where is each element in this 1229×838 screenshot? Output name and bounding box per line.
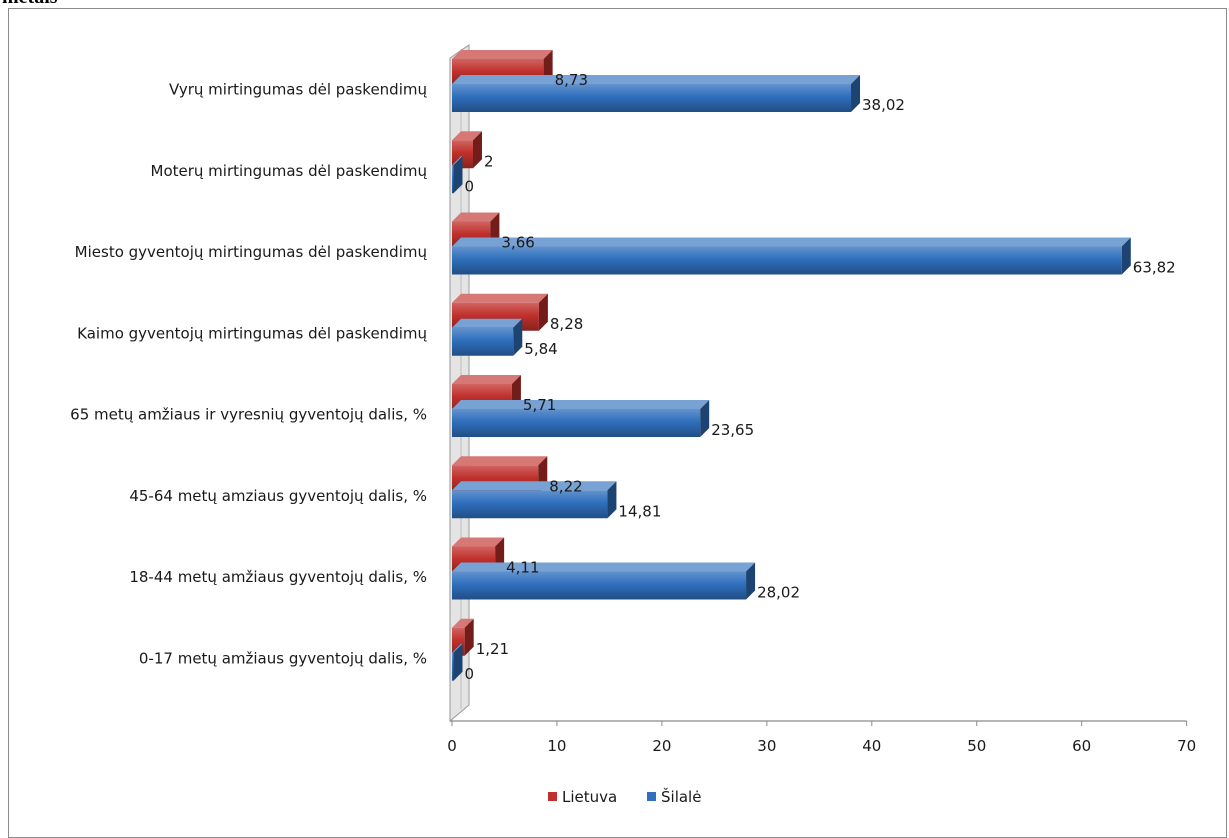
bar-top-face (452, 237, 1131, 247)
bar-top-face (452, 375, 521, 384)
data-label: 23,65 (711, 421, 754, 439)
bar-top-face (452, 293, 548, 303)
bar-end-face (538, 293, 548, 331)
bar-end-face (700, 400, 710, 437)
bars (452, 50, 1131, 681)
data-label: 0 (465, 665, 475, 683)
data-label: 28,02 (757, 584, 800, 602)
x-tick-label: 20 (652, 737, 671, 755)
x-tick-label: 0 (447, 737, 457, 755)
category-label: 18-44 metų amžiaus gyventojų dalis, % (129, 568, 427, 586)
x-tick-label: 30 (757, 737, 776, 755)
bar-top-face (452, 481, 617, 491)
data-label: 5,71 (523, 396, 556, 414)
data-label: 5,84 (524, 340, 557, 358)
data-label: 2 (484, 152, 494, 170)
bar-end-face (464, 618, 474, 656)
bar-top-face (452, 456, 548, 466)
bar (452, 84, 852, 112)
bar (452, 246, 1122, 275)
bar-top-face (452, 618, 474, 628)
chart-svg: 0 10 20 30 40 50 60 70 Vyrų mirtingumas dėl pas… (70, 44, 1196, 806)
bar (452, 490, 608, 519)
bar (452, 652, 454, 681)
category-label: Miesto gyventojų mirtingumas dėl paskend… (75, 243, 428, 261)
data-label: 1,21 (476, 640, 509, 658)
data-label: 4,11 (506, 559, 539, 577)
legend-swatch (647, 792, 656, 801)
x-axis: 0 10 20 30 40 50 60 70 (447, 720, 1196, 755)
data-labels: 8,7338,02203,6663,828,285,845,7123,658,2… (465, 71, 1176, 683)
bar (452, 571, 747, 600)
bar-end-face (1121, 237, 1131, 275)
page-heading: metais (2, 0, 58, 9)
bar-top-face (452, 75, 861, 84)
category-label: Moterų mirtingumas dėl paskendimų (151, 162, 428, 180)
bar (452, 165, 454, 194)
bar-top-face (452, 643, 463, 653)
bar (452, 409, 701, 437)
bar-end-face (472, 131, 482, 169)
bar-end-face (513, 318, 523, 356)
category-label: 65 metų amžiaus ir vyresnių gyventojų da… (70, 406, 427, 424)
legend-label: Šilalė (661, 787, 701, 806)
x-tick-label: 10 (547, 737, 566, 755)
data-label: 0 (465, 177, 475, 195)
legend-swatch (548, 792, 557, 801)
data-label: 3,66 (501, 234, 534, 252)
bar-end-face (746, 562, 756, 600)
bar-top-face (452, 318, 523, 328)
data-label: 8,28 (550, 315, 583, 333)
bar-top-face (452, 562, 756, 572)
bar-end-face (607, 481, 617, 519)
bar-end-face (453, 643, 463, 681)
category-label: Kaimo gyventojų mirtingumas dėl paskendi… (77, 324, 427, 342)
x-tick-label: 60 (1072, 737, 1091, 755)
category-labels: Vyrų mirtingumas dėl paskendimų Moterų mi… (70, 81, 427, 668)
bar-top-face (452, 131, 482, 141)
x-tick-label: 70 (1177, 737, 1196, 755)
data-label: 8,22 (549, 477, 582, 495)
legend: Lietuva Šilalė (548, 787, 701, 806)
x-tick-label: 40 (862, 737, 881, 755)
chart-frame: 0 10 20 30 40 50 60 70 Vyrų mirtingumas dėl pas… (8, 8, 1227, 838)
data-label: 38,02 (862, 96, 905, 114)
data-label: 8,73 (555, 71, 588, 89)
category-label: Vyrų mirtingumas dėl paskendimų (169, 81, 427, 99)
bar-top-face (452, 212, 500, 222)
bar-top-face (452, 156, 463, 166)
bar-end-face (851, 75, 861, 112)
category-label: 45-64 metų amziaus gyventojų dalis, % (129, 487, 427, 505)
category-label: 0-17 metų amžiaus gyventojų dalis, % (139, 649, 427, 667)
bar-end-face (453, 156, 463, 194)
bar (452, 327, 514, 356)
data-label: 14,81 (618, 502, 661, 520)
bar-top-face (452, 50, 553, 59)
bar-top-face (452, 537, 505, 547)
legend-label: Lietuva (562, 788, 617, 806)
data-label: 63,82 (1133, 259, 1176, 277)
x-tick-label: 50 (967, 737, 986, 755)
bar-top-face (452, 400, 710, 409)
